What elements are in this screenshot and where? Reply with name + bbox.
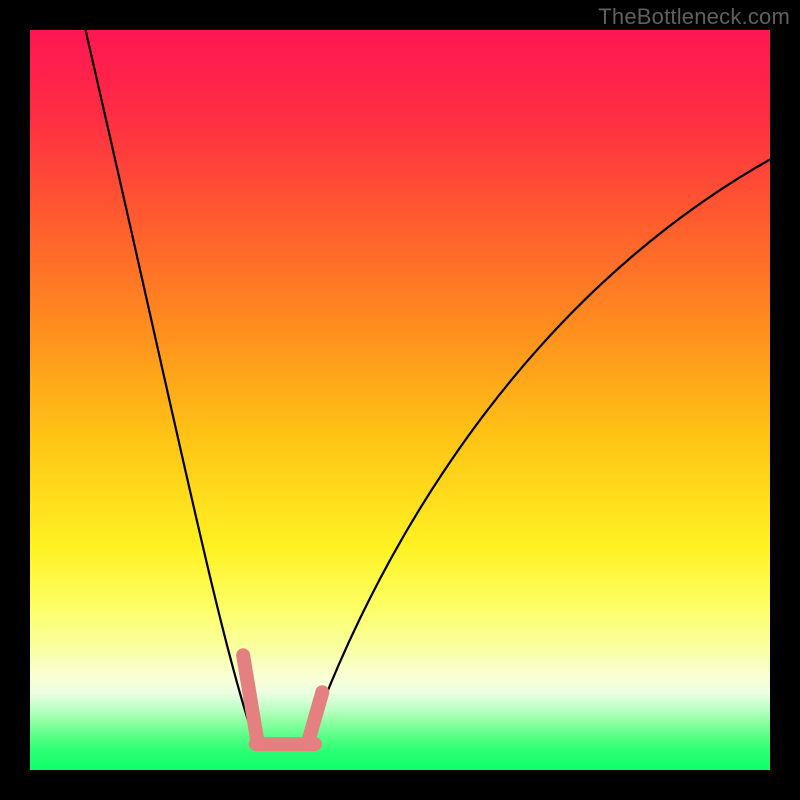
left-curve <box>86 30 256 744</box>
marker-right-stub <box>308 692 323 744</box>
chart-stage: TheBottleneck.com <box>0 0 800 800</box>
marker-left-stub <box>243 655 258 744</box>
plot-area <box>30 30 770 770</box>
watermark-text: TheBottleneck.com <box>598 4 790 30</box>
right-curve <box>308 160 771 745</box>
curve-layer <box>30 30 770 770</box>
